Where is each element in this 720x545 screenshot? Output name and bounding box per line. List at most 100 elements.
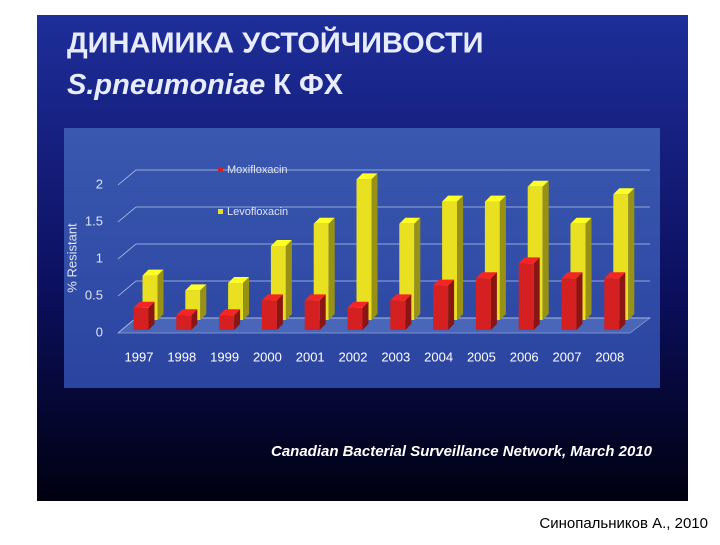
x-tick-label: 2005 (467, 349, 496, 364)
bar (475, 272, 497, 330)
bar-top (347, 301, 369, 308)
y-tick-label: 0 (96, 324, 103, 339)
bar-top (133, 301, 155, 308)
chart: 0 0.5 1 1.5 2 1997 1998 1999 2000 2001 2002 2003 200… (85, 164, 652, 364)
bar-side (285, 240, 292, 320)
bar-top (261, 294, 283, 301)
x-tick-label: 1998 (167, 349, 196, 364)
x-tick-label: 2006 (510, 349, 539, 364)
bar-side (619, 272, 626, 330)
bar-front (261, 300, 277, 330)
grid-line (117, 243, 650, 260)
bar-front (604, 278, 620, 330)
bar-front (518, 263, 534, 330)
x-tick-label: 1999 (210, 349, 239, 364)
bar-top (561, 272, 583, 279)
legend-swatch (218, 167, 223, 172)
bar-side (576, 272, 583, 330)
x-tick-label: 2003 (381, 349, 410, 364)
x-tick-label: 2008 (595, 349, 624, 364)
source: Canadian Bacterial Surveillance Network,… (271, 443, 653, 460)
x-tick-label: 2007 (553, 349, 582, 364)
bar-side (457, 195, 464, 320)
subtitle: S.pneumoniae К ФХ (67, 69, 344, 101)
x-tick-label: 2002 (339, 349, 368, 364)
bar-side (499, 195, 506, 320)
bar (133, 301, 155, 330)
bar (347, 301, 369, 330)
y-tick-label: 0.5 (85, 287, 103, 302)
bar-front (304, 300, 320, 330)
bar-side (448, 279, 455, 330)
bar (304, 294, 326, 330)
bar-front (347, 307, 363, 330)
y-tick-label: 2 (96, 176, 103, 191)
bar-top (570, 217, 592, 224)
bar-top (527, 180, 549, 187)
y-tick-label: 1 (96, 250, 103, 265)
bar (433, 279, 455, 330)
bar-side (585, 217, 592, 320)
bar-top (185, 284, 207, 291)
grid-line (117, 206, 650, 223)
bar (390, 294, 412, 330)
bar-front (356, 179, 372, 320)
bar-front (561, 278, 577, 330)
bar (561, 272, 583, 330)
grid-line (117, 169, 650, 186)
bar-top (604, 272, 626, 279)
bar (261, 294, 283, 330)
bar-top (219, 309, 241, 316)
y-axis-label: % Resistant (64, 223, 79, 293)
bar (219, 309, 241, 330)
bar-front (219, 315, 235, 330)
author: Синопальников А., 2010 (539, 515, 708, 532)
bar-front (176, 315, 192, 330)
legend-label: Levofloxacin (227, 206, 288, 218)
bar-side (362, 301, 369, 330)
bar-top (356, 173, 378, 180)
bar-top (313, 217, 335, 224)
subtitle-italic: S.pneumoniae (67, 69, 265, 101)
bar-front (133, 307, 149, 330)
bar (518, 257, 540, 330)
bar-side (243, 277, 250, 320)
bar-top (228, 277, 250, 283)
bar-side (371, 173, 378, 320)
bar-side (490, 272, 497, 330)
bar-side (200, 284, 207, 320)
bar-top (518, 257, 540, 264)
x-tick-label: 2001 (296, 349, 325, 364)
bar (176, 309, 198, 330)
subtitle-rest: К ФХ (273, 69, 344, 101)
bar-side (533, 257, 540, 330)
bar-side (234, 309, 241, 330)
bar-top (433, 279, 455, 286)
bar-front (475, 278, 491, 330)
bar-front (433, 285, 449, 330)
x-tick-label: 2000 (253, 349, 282, 364)
title: ДИНАМИКА УСТОЙЧИВОСТИ (67, 26, 484, 60)
bar-side (414, 217, 421, 320)
bar-side (328, 217, 335, 320)
y-tick-label: 1.5 (85, 213, 103, 228)
bar-side (542, 180, 549, 320)
bar-side (148, 301, 155, 330)
bar-side (628, 188, 635, 320)
bar-side (319, 294, 326, 330)
bar-top (304, 294, 326, 301)
bar-top (270, 240, 292, 246)
bar-side (191, 309, 198, 330)
bar-top (176, 309, 198, 316)
bar-top (475, 272, 497, 279)
bar-top (484, 195, 506, 202)
x-tick-label: 2004 (424, 349, 453, 364)
legend-label: Moxifloxacin (227, 164, 288, 176)
bar-front (390, 300, 406, 330)
bar-top (442, 195, 464, 202)
legend-swatch (218, 209, 223, 214)
bar-side (276, 294, 283, 330)
bar (356, 173, 378, 320)
bar-top (613, 188, 635, 195)
